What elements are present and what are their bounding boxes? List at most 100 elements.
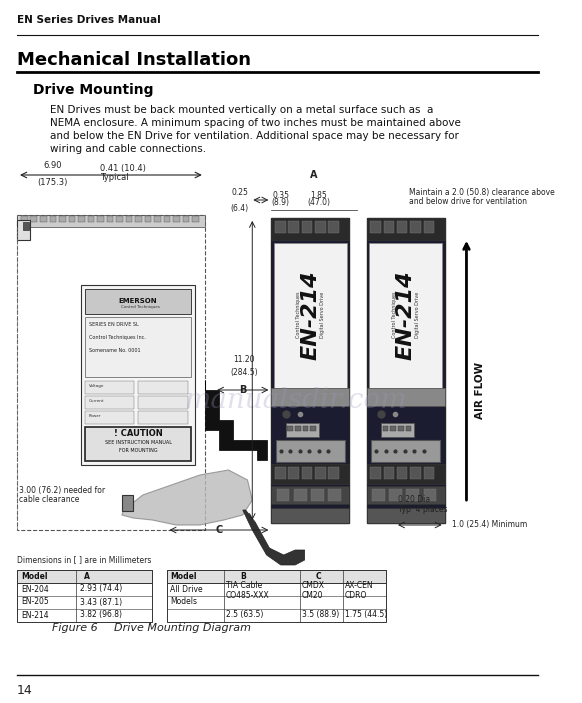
Bar (138, 396, 187, 409)
Bar (389, 489, 402, 501)
Text: CMDX: CMDX (302, 581, 325, 591)
Bar (288, 426, 293, 431)
Text: Digital Servo Drive: Digital Servo Drive (416, 292, 420, 338)
Bar (49, 216, 56, 222)
Bar (277, 489, 289, 501)
Bar (397, 467, 407, 479)
Bar (30, 216, 37, 222)
Text: AX-CEN: AX-CEN (345, 581, 373, 591)
Bar (271, 508, 349, 523)
Bar (138, 411, 187, 424)
Text: 0.35: 0.35 (272, 191, 289, 200)
Text: NEMA enclosure. A minimum spacing of two inches must be maintained above: NEMA enclosure. A minimum spacing of two… (49, 118, 460, 128)
Polygon shape (205, 380, 267, 460)
Bar (367, 508, 445, 523)
Text: 0 20 Dia: 0 20 Dia (398, 496, 430, 505)
Bar (384, 221, 394, 233)
Text: 1.0 (25.4) Minimum: 1.0 (25.4) Minimum (452, 520, 527, 529)
Bar (367, 464, 445, 484)
Bar (85, 411, 134, 424)
Text: Power: Power (88, 414, 101, 418)
Text: EMERSON: EMERSON (119, 298, 157, 304)
Bar (315, 467, 325, 479)
Bar (166, 570, 385, 583)
Bar (310, 426, 316, 431)
Bar (303, 426, 308, 431)
Bar (87, 216, 94, 222)
Bar (328, 221, 339, 233)
Bar (367, 218, 445, 523)
Bar (122, 495, 133, 511)
Bar (107, 216, 113, 222)
Text: FOR MOUNTING: FOR MOUNTING (119, 448, 157, 453)
Bar (294, 489, 307, 501)
Text: A: A (84, 572, 90, 581)
Text: Typ  4 places: Typ 4 places (398, 505, 448, 515)
Text: Mechanical Installation: Mechanical Installation (17, 51, 251, 69)
Text: 3.5 (88.9): 3.5 (88.9) (302, 610, 339, 619)
Bar (295, 426, 301, 431)
Bar (23, 222, 29, 230)
Bar (315, 221, 325, 233)
Text: Drive Mounting Diagram: Drive Mounting Diagram (114, 623, 251, 633)
Bar (381, 423, 414, 437)
Text: EN-214: EN-214 (21, 610, 48, 619)
Text: EN Series Drives Manual: EN Series Drives Manual (17, 15, 161, 25)
Bar (126, 216, 132, 222)
Bar (85, 317, 191, 377)
Text: AIR FLOW: AIR FLOW (475, 361, 485, 418)
Bar (275, 467, 286, 479)
Text: Voltage: Voltage (88, 384, 104, 388)
Bar (384, 467, 394, 479)
Bar (367, 218, 445, 240)
Text: 3.43 (87.1): 3.43 (87.1) (80, 598, 122, 607)
Text: SERIES EN DRIVE SL: SERIES EN DRIVE SL (88, 323, 139, 328)
Text: Model: Model (21, 572, 48, 581)
Text: Control Techniques: Control Techniques (120, 305, 159, 309)
Bar (145, 216, 151, 222)
Bar (370, 221, 381, 233)
Bar (410, 221, 421, 233)
Text: (8.9): (8.9) (272, 198, 290, 207)
Text: TIA Cable: TIA Cable (226, 581, 262, 591)
Text: Models: Models (171, 597, 197, 605)
Bar (135, 216, 142, 222)
Text: (175.3): (175.3) (37, 178, 68, 187)
Bar (302, 467, 313, 479)
Bar (397, 221, 407, 233)
Text: 6.90: 6.90 (43, 161, 62, 170)
Bar (371, 440, 440, 462)
Bar (154, 216, 161, 222)
Text: B: B (240, 572, 246, 581)
Text: wiring and cable connections.: wiring and cable connections. (49, 144, 205, 154)
Bar (370, 243, 442, 388)
Text: Control Techniques Inc.: Control Techniques Inc. (88, 335, 146, 340)
Bar (81, 285, 195, 465)
Bar (274, 243, 346, 388)
Text: 3.00 (76.2) needed for: 3.00 (76.2) needed for (19, 486, 105, 494)
Text: EN-204: EN-204 (21, 584, 49, 593)
Text: EN-205: EN-205 (21, 598, 49, 607)
Text: (284.5): (284.5) (230, 368, 257, 377)
Text: Control Techniques: Control Techniques (392, 292, 396, 338)
Bar (85, 396, 134, 409)
Bar (271, 218, 349, 523)
Bar (328, 467, 339, 479)
Polygon shape (122, 470, 252, 525)
Bar (138, 381, 187, 394)
Text: 3.82 (96.8): 3.82 (96.8) (80, 610, 122, 619)
Bar (17, 220, 30, 240)
Bar (97, 216, 104, 222)
Text: Somename No. 0001: Somename No. 0001 (88, 349, 140, 354)
Bar (164, 216, 171, 222)
Text: Digital Servo Drive: Digital Servo Drive (320, 292, 325, 338)
Bar (40, 216, 47, 222)
Bar (183, 216, 190, 222)
Bar (17, 215, 205, 227)
Text: EN Drives must be back mounted vertically on a metal surface such as  a: EN Drives must be back mounted verticall… (49, 105, 433, 115)
Bar (21, 216, 27, 222)
Text: C: C (316, 572, 322, 581)
Text: 14: 14 (17, 683, 33, 697)
Bar (328, 489, 341, 501)
Bar (173, 216, 180, 222)
